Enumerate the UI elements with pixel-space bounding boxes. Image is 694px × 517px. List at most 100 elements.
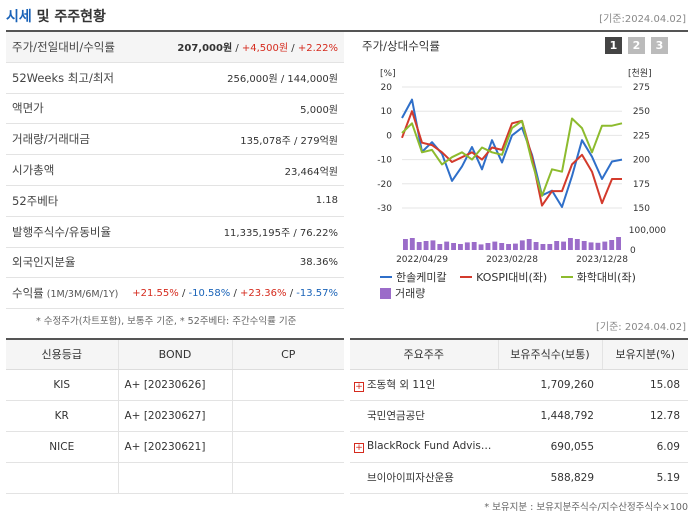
bond-cell	[118, 462, 233, 494]
shares-cell: 690,055	[498, 431, 602, 463]
volume-bar	[588, 242, 594, 250]
right-tick-label: 175	[633, 180, 650, 190]
chart-legend: 한솔케미칼 KOSPI대비(좌) 화학대비(좌) 거래량	[380, 268, 680, 302]
volume-bar	[547, 244, 553, 250]
bond-cell: A+ [20230621]	[118, 431, 233, 463]
right-tick-label: 250	[633, 107, 650, 117]
x-tick-label: 2023/12/28	[576, 255, 628, 265]
holders-header-row: 주요주주 보유주식수(보통) 보유지분(%)	[350, 339, 688, 370]
col-header: BOND	[118, 339, 233, 370]
table-row: + BlackRock Fund Advis… 690,055 6.09	[350, 431, 688, 463]
volume-bar	[485, 243, 491, 250]
row-label: 52주베타	[12, 193, 59, 208]
volume-bar	[602, 241, 608, 250]
volume-tick-label: 0	[630, 246, 636, 256]
volume-bar	[437, 244, 443, 250]
legend-item-kospi: KOSPI대비(좌)	[460, 269, 547, 285]
volume-tick-label: 100,000	[629, 226, 666, 236]
quote-row-par-value: 액면가 5,000원	[6, 94, 344, 125]
bond-cell: A+ [20230626]	[118, 369, 233, 401]
row-label: 수익률 (1M/3M/6M/1Y)	[12, 286, 119, 301]
left-tick-label: 10	[381, 107, 393, 117]
row-value: 5,000원	[300, 104, 338, 116]
table-row: KR A+ [20230627]	[6, 400, 344, 432]
volume-bar	[561, 241, 566, 250]
row-label: 52Weeks 최고/최저	[12, 70, 114, 85]
volume-bar	[574, 239, 580, 250]
left-tick-label: 20	[381, 83, 393, 93]
col-header: 신용등급	[6, 339, 119, 370]
credit-header-row: 신용등급 BOND CP	[6, 339, 344, 370]
holder-name-cell: 브이아이피자산운용	[350, 462, 498, 494]
col-header: 보유주식수(보통)	[498, 339, 603, 370]
row-value: 135,078주 / 279억원	[240, 135, 338, 147]
row-label: 발행주식수/유동비율	[12, 224, 112, 239]
holder-name-cell: 국민연금공단	[350, 400, 498, 432]
volume-bar	[526, 239, 532, 250]
left-tick-label: -30	[377, 204, 392, 214]
chart-tab-3[interactable]: 3	[651, 37, 668, 54]
agency-cell: KIS	[6, 369, 119, 401]
expand-icon[interactable]: +	[354, 443, 364, 453]
table-row: NICE A+ [20230621]	[6, 431, 344, 463]
left-axis-unit: [%]	[380, 69, 396, 79]
shares-cell: 1,709,260	[498, 369, 602, 401]
volume-bar	[403, 239, 408, 250]
right-tick-label: 150	[633, 204, 650, 214]
price-chart: [%] [천원] 20 10 0 -10 -20 -30 275 250 225 200 175 150 1…	[377, 68, 666, 265]
agency-cell: NICE	[6, 431, 119, 463]
row-label: 액면가	[12, 101, 44, 116]
quote-table: 주가/전일대비/수익률 207,000원 / +4,500원 / +2.22% …	[6, 32, 344, 310]
row-value: 256,000원 / 144,000원	[227, 74, 338, 86]
volume-bar	[492, 241, 498, 250]
legend-item-chem: 화학대비(좌)	[560, 269, 636, 285]
as-of-date-2: [기준: 2024.04.02]	[595, 322, 686, 333]
pct-cell: 5.19	[602, 462, 688, 494]
holder-name-cell[interactable]: + BlackRock Fund Advis…	[350, 431, 498, 463]
volume-bar	[533, 242, 539, 250]
holder-name-cell[interactable]: + 조동혁 외 11인	[350, 369, 498, 401]
row-value: 11,335,195주 / 76.22%	[223, 228, 338, 240]
volume-bar	[554, 241, 560, 250]
volume-bar	[609, 240, 615, 250]
volume-bar	[499, 243, 505, 250]
series-line	[401, 117, 623, 197]
cp-cell	[232, 369, 344, 401]
bond-cell: A+ [20230627]	[118, 400, 233, 432]
quote-row-52weeks: 52Weeks 최고/최저 256,000원 / 144,000원	[6, 63, 344, 94]
pct-cell: 12.78	[602, 400, 688, 432]
expand-icon[interactable]: +	[354, 382, 364, 392]
volume-bar	[458, 244, 463, 250]
volume-bar	[540, 244, 546, 250]
chart-tab-2[interactable]: 2	[628, 37, 645, 54]
right-tick-label: 225	[633, 131, 650, 141]
volume-bar	[513, 243, 518, 250]
volume-bar	[416, 242, 422, 250]
volume-bar	[478, 244, 484, 250]
table-row: 브이아이피자산운용 588,829 5.19	[350, 462, 688, 494]
quote-row-market-cap: 시가총액 23,464억원	[6, 155, 344, 186]
chart-tab-1[interactable]: 1	[605, 37, 622, 54]
col-header: 주요주주	[350, 339, 499, 370]
price-values: 207,000원 / +4,500원 / +2.22%	[177, 43, 338, 55]
volume-bar	[409, 238, 415, 250]
volume-bar	[471, 242, 477, 250]
volume-bar	[519, 240, 525, 250]
returns-values: +21.55% / -10.58% / +23.36% / -13.57%	[132, 287, 338, 299]
volume-bar	[444, 241, 450, 250]
right-tick-label: 275	[633, 83, 650, 93]
quote-row-beta: 52주베타 1.18	[6, 186, 344, 217]
volume-bar	[616, 237, 621, 250]
left-tick-label: -10	[377, 156, 392, 166]
row-label: 시가총액	[12, 163, 55, 178]
chart-title: 주가/상대수익률	[362, 39, 440, 53]
row-label: 거래량/거래대금	[12, 132, 90, 147]
volume-bar	[581, 241, 587, 250]
cp-cell	[232, 462, 344, 494]
top-divider	[6, 30, 688, 32]
holders-note: * 보유지분 : 보유지분주식수/지수산정주식수×100	[484, 502, 688, 513]
volume-bar	[423, 241, 429, 250]
left-tick-label: -20	[377, 180, 392, 190]
x-tick-label: 2023/02/28	[486, 255, 538, 265]
quote-row-foreign: 외국인지분율 38.36%	[6, 248, 344, 279]
